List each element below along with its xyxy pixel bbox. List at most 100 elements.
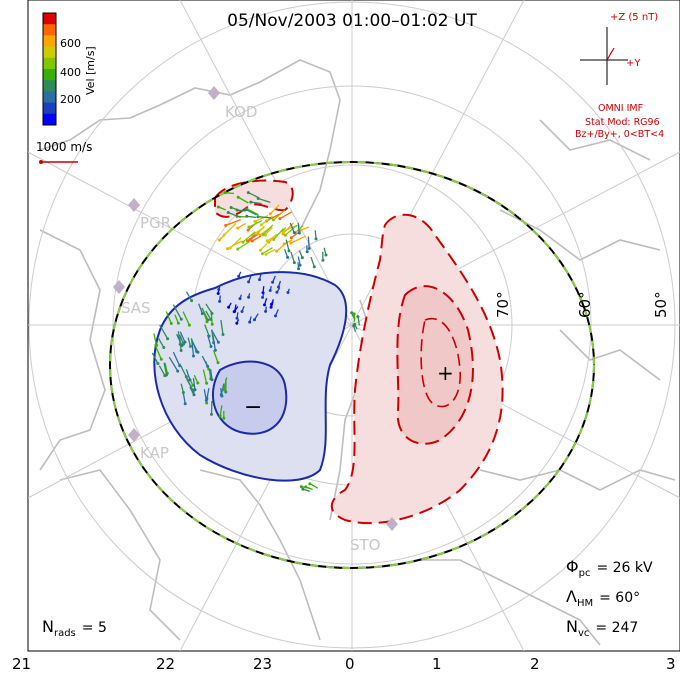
station-pgr-label: PGR (140, 214, 171, 232)
velocity-vector (290, 235, 306, 244)
velocity-vector-origin (210, 322, 214, 326)
mlt-label-3: 3 (666, 655, 676, 673)
velocity-vector-origin (223, 191, 227, 195)
velocity-vector-origin (321, 258, 325, 262)
imf-y-label: +Y (626, 58, 641, 69)
note-text: NOTE: FOR PREVIEW PURPOSES ONLY. PLEASE … (3, 135, 17, 648)
velocity-vector-origin (352, 324, 356, 328)
station-sto-label: STO (350, 536, 381, 554)
velocity-vector-origin (216, 292, 220, 295)
velocity-vector-origin (269, 305, 273, 309)
station-kod-label: KOD (225, 103, 257, 121)
negative-cell (153, 271, 348, 482)
coastlines (39, 59, 676, 646)
station-sas-marker (113, 280, 125, 294)
velocity-vector-origin (297, 231, 301, 235)
lat-label-50: 50° (652, 291, 670, 318)
velocity-vector-origin (228, 246, 232, 250)
mlt-label-22: 22 (156, 655, 175, 673)
page-title: 05/Nov/2003 01:00–01:02 UT (227, 11, 477, 31)
velocity-vector (254, 215, 269, 222)
velocity-vector (179, 363, 187, 378)
velocity-vector-origin (210, 312, 214, 315)
colorbar: 600 400 200 Vel [m/s] (42, 12, 97, 126)
velocity-vector (246, 215, 257, 219)
velocity-vector-origin (258, 278, 261, 282)
velocity-vector (191, 339, 195, 357)
velocity-vector-origin (247, 280, 251, 284)
velocity-vector-origin (247, 295, 251, 299)
velocity-vector-origin (264, 309, 268, 313)
latitude-labels: 70° 60° 50° (494, 291, 670, 318)
velocity-vector (257, 216, 272, 219)
station-kod-marker (208, 86, 220, 100)
velocity-vector-origin (271, 218, 275, 222)
stat-phi-pc: Φpc = 26 kV (566, 557, 653, 579)
imf-source: OMNI IMF (598, 103, 643, 114)
velocity-vector (250, 201, 262, 205)
velocity-vector (259, 242, 268, 251)
velocity-vector (159, 324, 169, 340)
positive-cell (214, 179, 504, 525)
velocity-vector (206, 334, 212, 347)
velocity-vector-origin (287, 249, 291, 253)
velocity-vector-origin (237, 274, 241, 278)
velocity-vector-origin (184, 375, 188, 379)
velocity-vector-origin (250, 239, 254, 243)
mlt-label-0: 0 (345, 655, 355, 673)
velocity-vector-origin (289, 236, 293, 240)
velocity-vector-origin (259, 223, 263, 227)
velocity-vector-origin (245, 214, 249, 218)
velocity-vector (205, 310, 212, 320)
velocity-vector (284, 224, 298, 236)
velocity-vector-origin (298, 263, 302, 267)
velocity-vector-origin (229, 206, 233, 209)
velocity-vector-origin (206, 364, 210, 368)
velocity-vector-origin (192, 354, 195, 358)
velocity-vector (201, 307, 208, 322)
velocity-vector (187, 337, 192, 347)
velocity-vector-origin (249, 200, 253, 204)
velocity-vector (206, 387, 210, 399)
velocity-vector-origin (264, 252, 268, 256)
velocity-vector-origin (265, 239, 269, 243)
velocity-vector-origin (200, 312, 204, 316)
colorbar-segment (43, 24, 56, 36)
velocity-vector (230, 206, 243, 213)
velocity-vector-origin (277, 285, 280, 289)
velocity-vector (309, 483, 319, 489)
velocity-vector-origin (222, 233, 226, 237)
velocity-vector (185, 291, 193, 301)
velocity-vector-origin (271, 280, 275, 284)
velocity-vector-origin (289, 241, 293, 245)
velocity-vector-origin (205, 381, 209, 385)
velocity-vector (182, 393, 186, 404)
velocity-vector-origin (274, 314, 277, 318)
velocity-vector-origin (240, 310, 244, 313)
lat-label-60: 60° (576, 291, 594, 318)
velocity-vector (219, 405, 223, 417)
velocity-vector (158, 338, 165, 348)
velocity-vector-origin (235, 321, 239, 325)
velocity-vector (247, 233, 257, 242)
velocity-vector-origin (176, 369, 180, 373)
velocity-vector-origin (241, 240, 245, 244)
velocity-vector (262, 247, 273, 255)
velocity-vector-origin (248, 320, 252, 324)
negative-cell-sign: − (244, 395, 262, 420)
colorbar-segment (43, 46, 56, 59)
velocity-vector (201, 355, 209, 367)
velocity-vector-origin (191, 383, 195, 387)
statistics: Φpc = 26 kV ΛHM = 60° Nvc = 247 Nrads = 5 (42, 557, 653, 639)
velocity-vector-origin (216, 361, 220, 365)
velocity-vector (251, 235, 262, 242)
velocity-vector-origin (236, 195, 240, 199)
velocity-vector-origin (261, 295, 265, 299)
velocity-vector-origin (205, 320, 209, 324)
velocity-vector-origin (300, 256, 304, 260)
velocity-vector-origin (193, 388, 197, 392)
velocity-vector-origin (169, 322, 173, 325)
velocity-vector-origin (191, 390, 195, 394)
velocity-vector (237, 222, 246, 229)
velocity-vector (176, 333, 183, 346)
